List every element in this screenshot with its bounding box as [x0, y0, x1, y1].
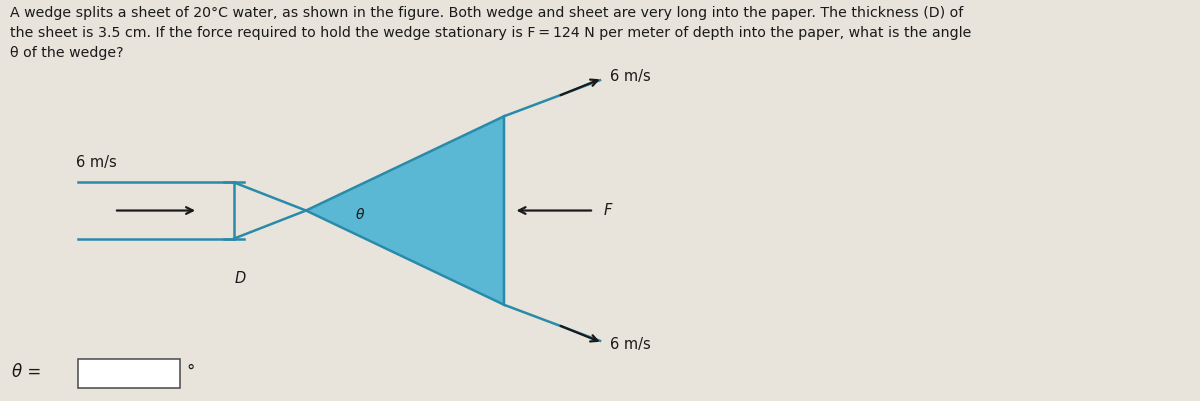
Text: θ =: θ =: [12, 363, 41, 381]
Text: θ: θ: [355, 208, 365, 221]
Text: 6 m/s: 6 m/s: [76, 155, 116, 170]
Text: °: °: [186, 363, 194, 381]
Text: F: F: [604, 203, 612, 218]
FancyBboxPatch shape: [78, 359, 180, 388]
Text: A wedge splits a sheet of 20°C water, as shown in the figure. Both wedge and she: A wedge splits a sheet of 20°C water, as…: [10, 6, 971, 60]
Text: 6 m/s: 6 m/s: [610, 69, 650, 84]
Text: 6 m/s: 6 m/s: [610, 337, 650, 352]
Polygon shape: [306, 116, 504, 305]
Text: D: D: [234, 271, 246, 286]
